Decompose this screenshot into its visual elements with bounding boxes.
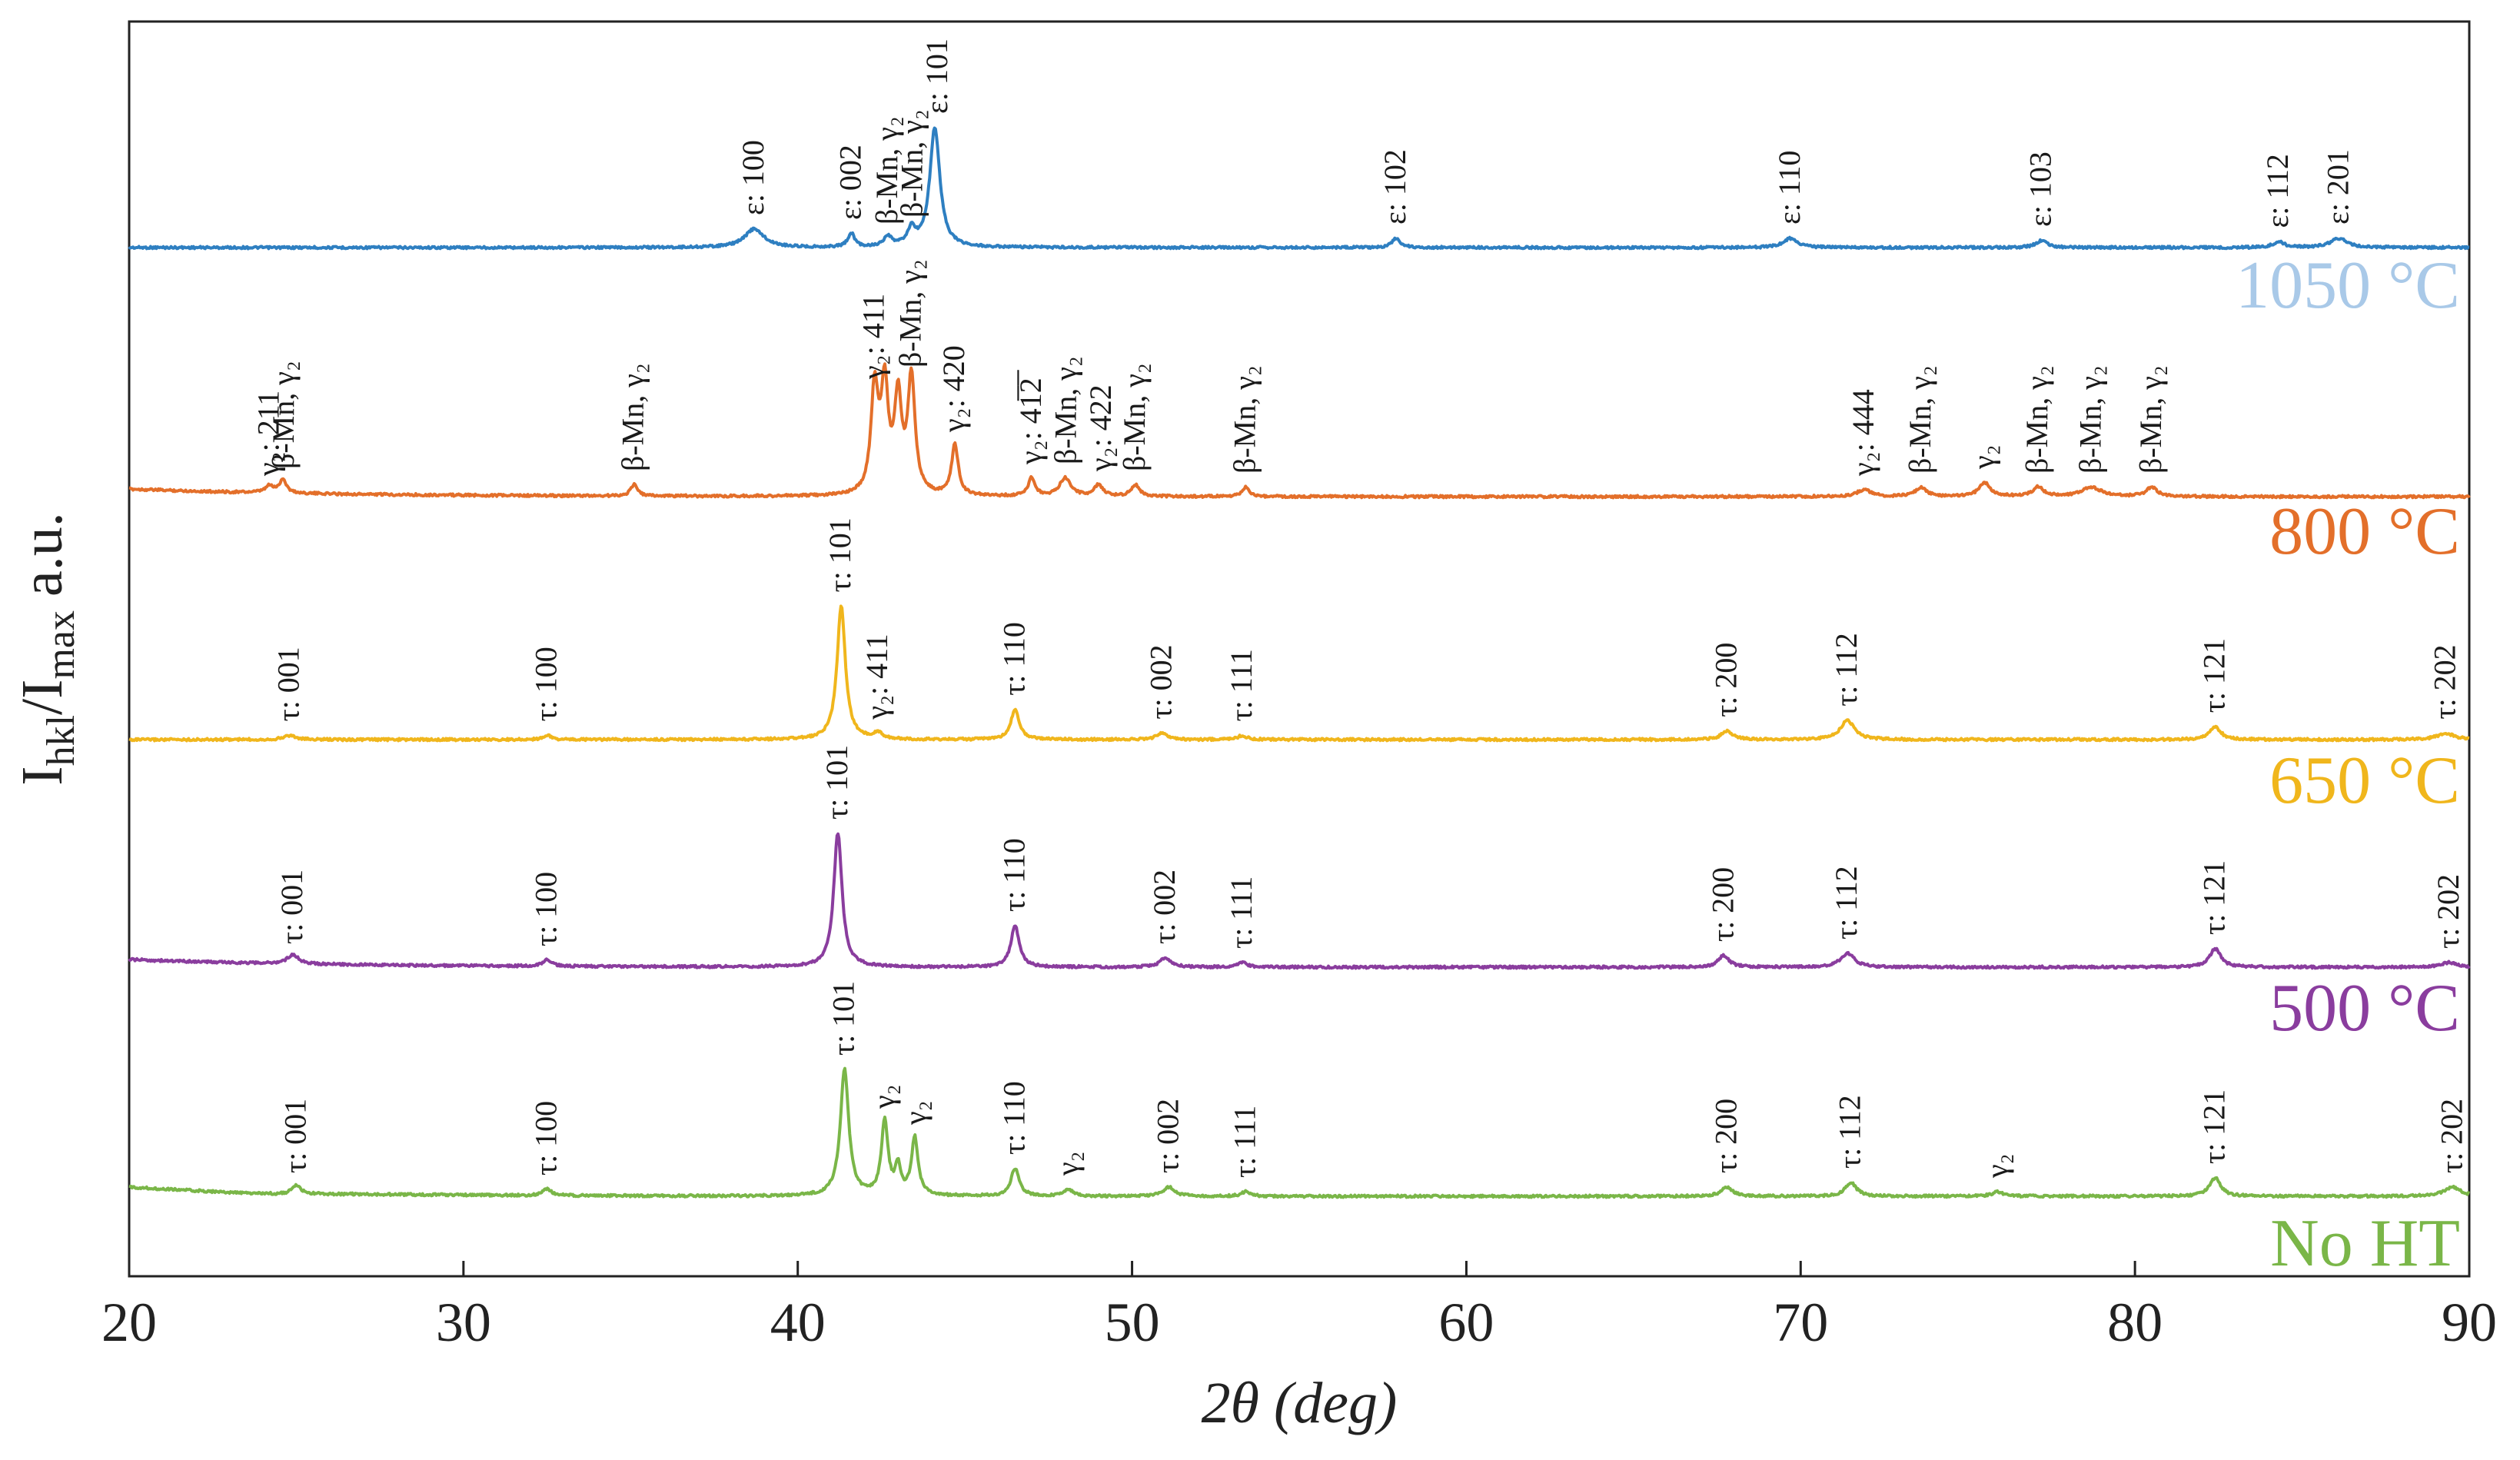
peak-label: ε: 102 [1378,149,1412,224]
peak-label: ε: 110 [1772,151,1807,224]
peak-label: γ₂ [898,1100,933,1126]
peak-label: β-Mn, γ₂ [616,363,650,471]
peak-label: τ: 202 [2434,1099,2468,1173]
peak-label: γ₂: 420 [936,345,971,433]
series-temperature-label: 500 °C [2269,971,2460,1046]
peak-label: τ: 112 [1829,633,1863,707]
peak-label: τ: 111 [1224,876,1258,949]
series-temperature-label: 800 °C [2269,494,2460,569]
peak-label: ε: 112 [2260,154,2295,228]
x-axis-label: 2θ (deg) [1202,1371,1398,1435]
x-tick-label: 50 [1105,1292,1160,1353]
peak-label: ε: 101 [919,38,954,114]
peak-label: β-Mn, γ₂ [2133,365,2168,474]
peak-label: γ₂: 411 [859,634,894,720]
x-tick-label: 40 [770,1292,826,1353]
temperature-labels-layer: 1050 °C 800 °C 650 °C 500 °C No HT [2236,248,2460,1281]
x-tick-label: 80 [2107,1292,2163,1353]
series-temperature-label: No HT [2270,1206,2460,1281]
peak-label: β-Mn, γ₂ [1227,365,1262,474]
x-tick-label: 90 [2442,1292,2497,1353]
peak-label: τ: 112 [1833,1095,1867,1169]
y-axis-label: Ihkl/Imaxa.u. [10,512,83,785]
peak-label: τ: 110 [996,1081,1031,1155]
peak-label: γ₂ [1050,1151,1085,1176]
peak-label: ε: 201 [2320,149,2355,224]
peak-label: τ: 101 [819,745,854,820]
series-line [129,128,2469,249]
peak-label: β-Mn, γ₂ [1903,365,1937,474]
peak-label: τ: 100 [529,647,564,721]
peak-label: γ₂ [1966,444,2001,470]
peak-label: β-Mn, γ₂ [2020,365,2054,474]
peak-label: τ: 200 [1705,867,1740,942]
peak-label: τ: 110 [996,622,1031,696]
series-layer [129,128,2469,1198]
x-tick-label: 20 [101,1292,157,1353]
series-line [129,364,2469,497]
peak-label: τ: 001 [271,647,306,721]
peak-label: τ: 111 [1224,649,1258,721]
series-line [129,834,2469,969]
peak-label: τ: 100 [529,1101,564,1176]
peak-label: γ₂: 411 [856,294,891,380]
peak-label: γ₂: 422 [1083,384,1118,472]
series-line [129,1069,2469,1198]
peak-label: τ: 001 [278,1099,312,1173]
x-axis-ticks: 20 30 40 50 60 70 80 90 [101,1261,2497,1353]
peak-label: τ: 202 [2431,874,2465,949]
peak-label: ε: 103 [2023,151,2057,227]
peak-label: τ: 111 [1227,1106,1262,1178]
peak-label: τ: 002 [1144,644,1179,719]
peak-label: ε: 100 [736,140,770,215]
series-temperature-label: 1050 °C [2236,248,2460,323]
peak-label: ε: 002 [833,145,867,220]
peak-label: τ: 100 [529,872,564,946]
peak-label: γ₂: 41̅2̅ [1013,369,1048,465]
peak-label: τ: 001 [274,870,309,944]
peak-label: τ: 002 [1147,870,1182,944]
peak-label: τ: 202 [2428,644,2462,719]
peak-label: γ₂ [1980,1153,2014,1179]
peak-label: τ: 101 [826,981,861,1056]
peak-label: β-Mn, γ₂ [893,259,928,367]
peak-label: β-Mn, γ₂ [1117,363,1152,471]
peak-label: β-Mn, γ₂ [895,109,929,218]
peak-label: β-Mn, γ₂ [2073,365,2108,474]
peak-label: τ: 110 [996,838,1031,912]
peak-label: τ: 121 [2197,860,2232,935]
peak-label: τ: 002 [1150,1099,1185,1173]
series-line [129,606,2469,740]
peak-label: τ: 121 [2197,638,2232,713]
peak-label: τ: 121 [2197,1089,2232,1164]
peak-label: γ₂: 444 [1846,389,1880,477]
peak-label: τ: 200 [1709,1099,1744,1173]
peak-label: γ₂ [866,1084,901,1109]
series-temperature-label: 650 °C [2269,743,2460,818]
x-tick-label: 30 [436,1292,491,1353]
plot-frame [129,22,2469,1276]
x-tick-label: 60 [1438,1292,1494,1353]
peak-label: β-Mn, γ₂ [1049,356,1083,464]
peak-label: τ: 112 [1829,866,1863,940]
peak-label: β-Mn, γ₂ [266,361,301,469]
peak-label: τ: 101 [823,517,857,592]
peak-label: τ: 200 [1709,643,1744,717]
x-tick-label: 70 [1773,1292,1828,1353]
